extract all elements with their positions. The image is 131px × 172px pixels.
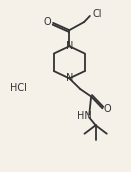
Text: O: O: [103, 104, 111, 114]
Text: N: N: [66, 73, 73, 83]
Text: HN: HN: [77, 111, 92, 121]
Text: Cl: Cl: [92, 9, 102, 19]
Text: HCl: HCl: [10, 83, 26, 93]
Text: N: N: [66, 41, 73, 51]
Text: O: O: [44, 17, 51, 27]
